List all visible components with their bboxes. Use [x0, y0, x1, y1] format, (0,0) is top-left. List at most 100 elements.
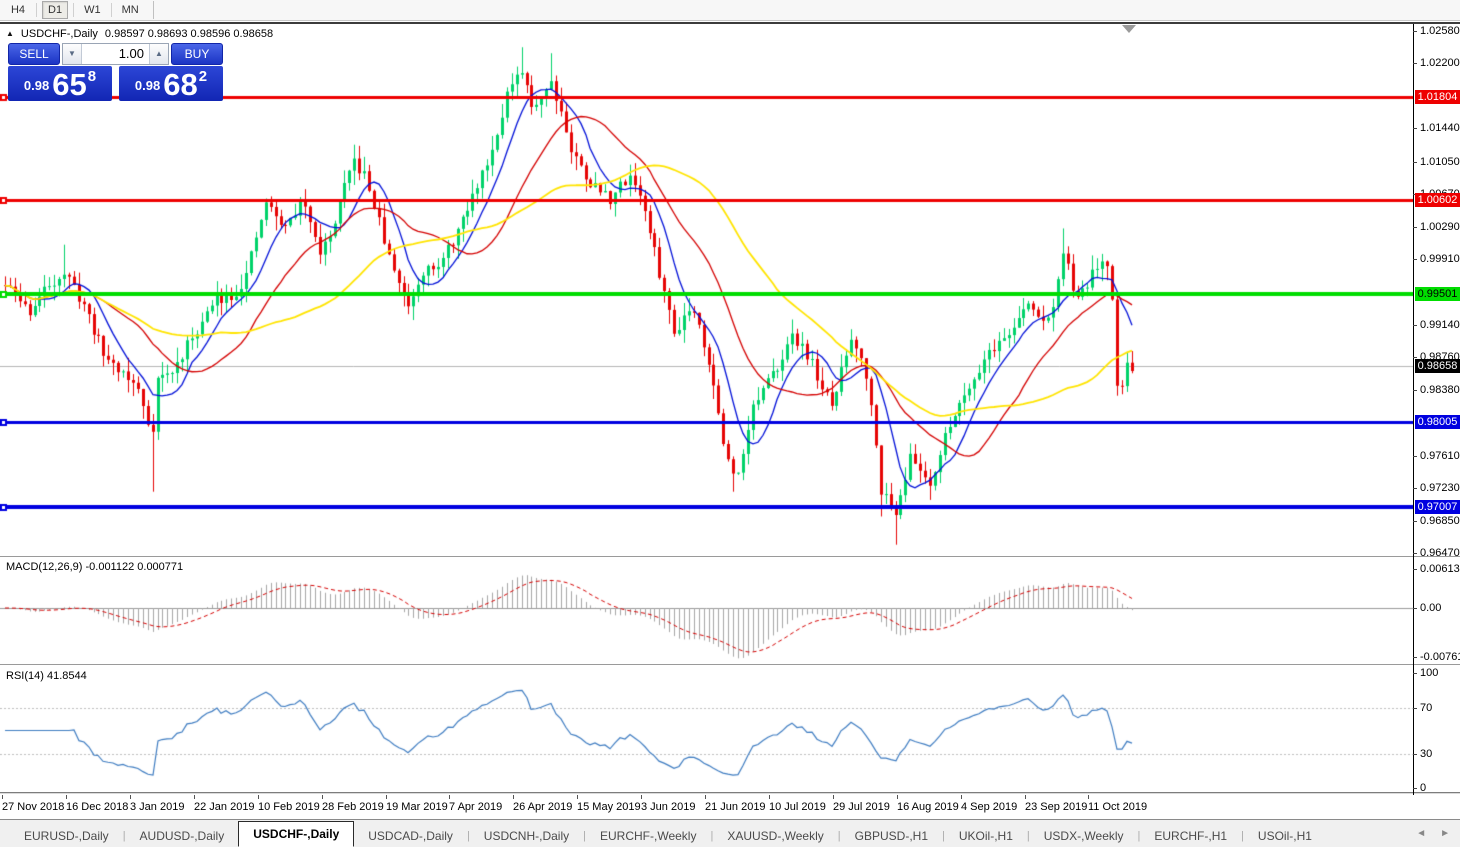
- chart-tab-usdchf-daily[interactable]: USDCHF-,Daily: [238, 821, 355, 847]
- price-tick-mark: [1413, 521, 1417, 522]
- price-tick-mark: [1413, 357, 1417, 358]
- date-tick-mark: [449, 795, 450, 799]
- pane-separator[interactable]: [0, 664, 1460, 666]
- tab-separator: |: [122, 830, 126, 842]
- chart-tab-ukoil-h1[interactable]: UKOil-,H1: [958, 829, 1013, 843]
- level-price-label: 0.98005: [1415, 415, 1460, 430]
- chart-shift-marker-icon[interactable]: [1122, 25, 1136, 33]
- timeframe-button-h4[interactable]: H4: [10, 4, 26, 16]
- date-label: 16 Dec 2018: [66, 801, 129, 813]
- chart-tab-eurchf-weekly[interactable]: EURCHF-,Weekly: [600, 829, 697, 843]
- rsi-indicator-label: RSI(14) 41.8544: [6, 670, 87, 682]
- volume-increase-button[interactable]: ▲: [149, 43, 168, 64]
- tab-separator: |: [710, 830, 714, 842]
- date-label: 16 Aug 2019: [897, 801, 959, 813]
- sell-button[interactable]: SELL: [8, 42, 60, 65]
- tab-separator: |: [466, 830, 470, 842]
- chart-tab-usdcnh-daily[interactable]: USDCNH-,Daily: [483, 829, 570, 843]
- price-tick-mark: [1413, 390, 1417, 391]
- tab-separator: |: [1241, 830, 1244, 842]
- rsi-indicator-canvas[interactable]: [0, 666, 1413, 792]
- price-tick-label: 0.96470: [1420, 547, 1460, 560]
- pane-separator[interactable]: [0, 556, 1460, 558]
- date-tick-mark: [897, 795, 898, 799]
- date-tick-mark: [130, 795, 131, 799]
- chart-top-border: [0, 22, 1460, 24]
- date-tick-mark: [833, 795, 834, 799]
- price-tick-label: 1.01050: [1420, 155, 1460, 168]
- rsi-tick-mark: [1413, 788, 1417, 789]
- sell-price-box[interactable]: 0.98 65 8: [8, 66, 112, 101]
- price-tick-mark: [1413, 259, 1417, 260]
- collapse-panel-arrow-icon[interactable]: ▲: [6, 29, 14, 38]
- tab-separator: |: [583, 830, 586, 842]
- level-price-label: 1.00602: [1415, 193, 1460, 208]
- tab-separator: |: [837, 830, 841, 842]
- date-tick-mark: [194, 795, 195, 799]
- date-label: 28 Feb 2019: [322, 801, 384, 813]
- buy-price-big: 68: [163, 67, 198, 102]
- tab-scroll-left-icon[interactable]: ◄: [1416, 827, 1427, 839]
- sell-price-pip: 8: [87, 68, 97, 85]
- chart-tab-gbpusd-h1[interactable]: GBPUSD-,H1: [854, 829, 928, 843]
- date-tick-mark: [641, 795, 642, 799]
- macd-tick-mark: [1413, 569, 1417, 570]
- price-tick-label: 1.01440: [1420, 122, 1460, 135]
- macd-indicator-canvas[interactable]: [0, 558, 1413, 664]
- price-axis-divider: [1413, 24, 1414, 795]
- date-tick-mark: [322, 795, 323, 799]
- buy-button[interactable]: BUY: [171, 42, 223, 65]
- price-tick-label: 0.96850: [1420, 514, 1460, 527]
- macd-tick-mark: [1413, 657, 1417, 658]
- date-tick-mark: [258, 795, 259, 799]
- chart-tab-eurchf-h1[interactable]: EURCHF-,H1: [1154, 829, 1228, 843]
- macd-tick-label: -0.007612: [1420, 650, 1460, 663]
- price-tick-label: 0.98380: [1420, 383, 1460, 396]
- date-label: 29 Jul 2019: [833, 801, 890, 813]
- price-tick-mark: [1413, 325, 1417, 326]
- price-tick-mark: [1413, 162, 1417, 163]
- volume-input[interactable]: [82, 43, 149, 64]
- chart-tab-eurusd-daily[interactable]: EURUSD-,Daily: [24, 829, 109, 843]
- chart-tab-usdcad-daily[interactable]: USDCAD-,Daily: [368, 829, 453, 843]
- price-tick-label: 1.02200: [1420, 57, 1460, 70]
- timeframe-button-group: H4 D1 W1 MN: [4, 1, 158, 19]
- timeframe-button-mn[interactable]: MN: [121, 4, 139, 16]
- sell-price-big: 65: [52, 67, 87, 102]
- chart-tab-xauusd-weekly[interactable]: XAUUSD-,Weekly: [727, 829, 824, 843]
- price-tick-mark: [1413, 128, 1417, 129]
- date-tick-mark: [66, 795, 67, 799]
- chart-tab-usdx-weekly[interactable]: USDX-,Weekly: [1043, 829, 1124, 843]
- chart-tab-usoil-h1[interactable]: USOil-,H1: [1257, 829, 1312, 843]
- price-tick-label: 0.99140: [1420, 319, 1460, 332]
- date-tick-mark: [705, 795, 706, 799]
- volume-decrease-button[interactable]: ▼: [63, 43, 82, 64]
- level-price-label: 0.97007: [1415, 500, 1460, 515]
- macd-name: MACD(12,26,9): [6, 561, 83, 573]
- rsi-value: 41.8544: [46, 670, 87, 682]
- timeframe-button-w1[interactable]: W1: [84, 4, 101, 16]
- toolbar-separator: [36, 3, 37, 17]
- buy-price-box[interactable]: 0.98 68 2: [119, 66, 223, 101]
- date-axis-separator: [0, 792, 1460, 795]
- date-label: 3 Jun 2019: [641, 801, 696, 813]
- main-price-chart-canvas[interactable]: [0, 24, 1413, 556]
- date-label: 22 Jan 2019: [194, 801, 255, 813]
- price-tick-mark: [1413, 227, 1417, 228]
- date-label: 4 Sep 2019: [961, 801, 1018, 813]
- date-label: 10 Feb 2019: [258, 801, 320, 813]
- date-tick-mark: [1025, 795, 1026, 799]
- chart-tab-audusd-daily[interactable]: AUDUSD-,Daily: [139, 829, 225, 843]
- tab-scroll-right-icon[interactable]: ►: [1440, 827, 1450, 839]
- symbol-ohlc-values: 0.98597 0.98693 0.98596 0.98658: [104, 28, 274, 40]
- date-label: 15 May 2019: [577, 801, 641, 813]
- rsi-tick-label: 0: [1420, 782, 1427, 794]
- one-click-trading-panel: SELL ▼ ▲ BUY 0.98 65 8 0.98 68 2: [8, 42, 223, 101]
- rsi-tick-label: 100: [1420, 667, 1439, 679]
- timeframe-button-d1[interactable]: D1: [42, 1, 69, 19]
- rsi-name: RSI(14): [6, 670, 44, 682]
- toolbar-separator: [152, 1, 154, 19]
- date-label: 27 Nov 2018: [2, 801, 65, 813]
- macd-tick-label: 0.00613: [1420, 562, 1460, 575]
- price-tick-label: 0.99910: [1420, 253, 1460, 266]
